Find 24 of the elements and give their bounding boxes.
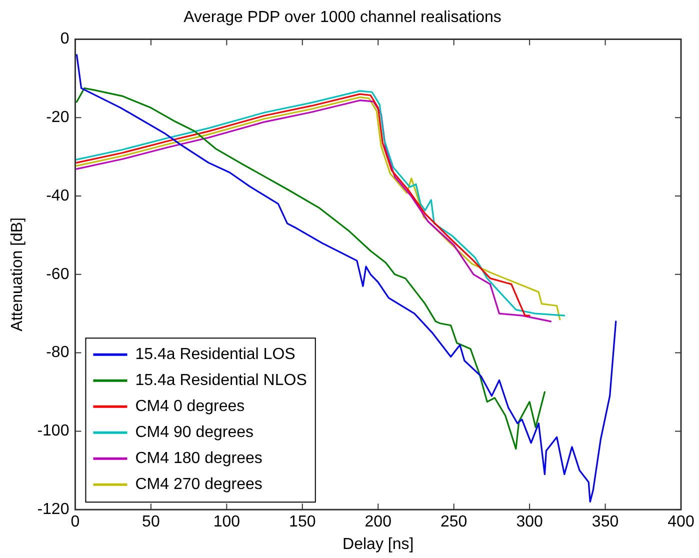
x-tick-label: 300 <box>516 514 543 531</box>
x-tick-label: 50 <box>142 514 160 531</box>
y-tick-label: -60 <box>46 266 70 283</box>
x-tick-label: 250 <box>440 514 468 531</box>
y-axis-title: Attenuation [dB] <box>9 217 26 332</box>
chart-title: Average PDP over 1000 channel realisations <box>184 9 502 26</box>
x-tick-label: 200 <box>364 514 392 531</box>
x-axis-title: Delay [ns] <box>342 536 414 553</box>
y-tick-label: 0 <box>60 30 70 48</box>
y-tick-label: -40 <box>46 187 70 204</box>
legend-label: CM4 180 degrees <box>135 450 262 468</box>
x-tick-label: 100 <box>213 514 240 531</box>
legend-label: CM4 270 degrees <box>135 476 262 494</box>
y-tick-label: -100 <box>37 422 70 440</box>
legend-label: 15.4a Residential LOS <box>135 346 296 364</box>
x-tick-label: 350 <box>592 514 619 531</box>
legend-label: CM4 90 degrees <box>135 424 254 442</box>
y-tick-label: -20 <box>46 109 70 126</box>
legend-label: CM4 0 degrees <box>135 398 245 416</box>
legend-label: 15.4a Residential NLOS <box>135 372 307 390</box>
y-tick-label: -80 <box>46 344 70 362</box>
x-tick-label: 400 <box>668 514 694 531</box>
y-tick-label: -120 <box>37 501 70 518</box>
x-tick-label: 150 <box>289 514 316 531</box>
